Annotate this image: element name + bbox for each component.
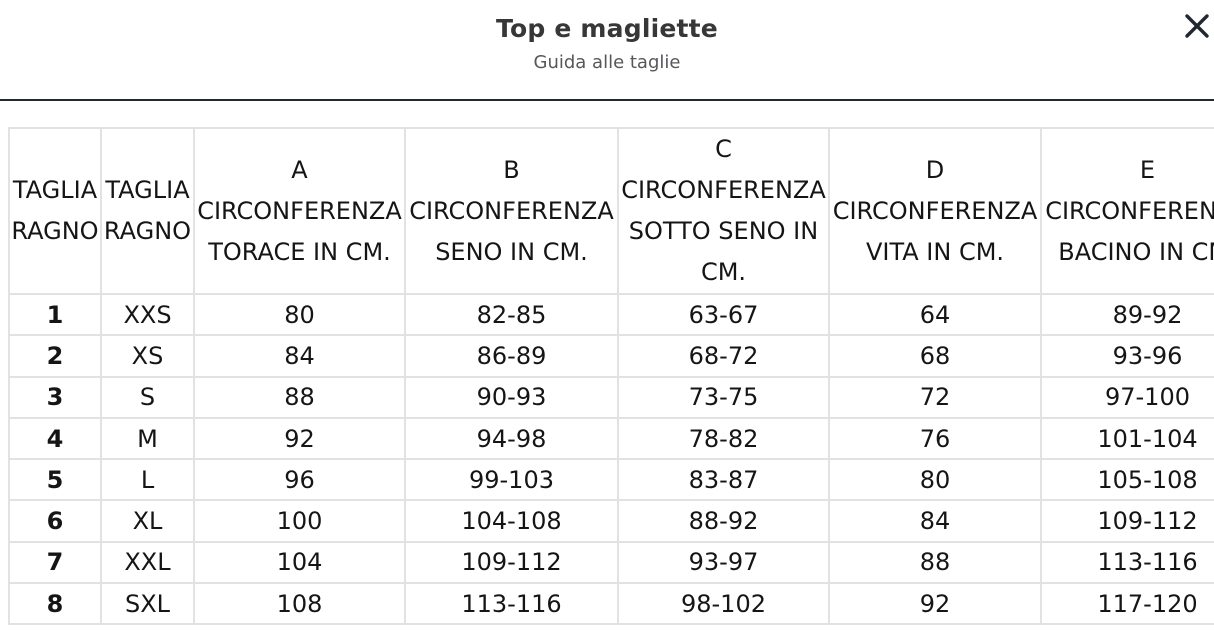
table-cell: 88-92 — [617, 499, 830, 543]
table-cell: 99-103 — [404, 458, 619, 502]
table-cell: 64 — [828, 292, 1042, 337]
modal-header: Top e magliette Guida alle taglie — [0, 0, 1214, 101]
table-cell: 80 — [828, 458, 1042, 502]
modal-title: Top e magliette — [496, 14, 718, 43]
table-row: 3 S 88 90-93 73-75 72 97-100 — [8, 375, 1214, 419]
table-cell: 73-75 — [617, 375, 830, 419]
table-cell: 105-108 — [1040, 458, 1214, 502]
table-cell: 72 — [828, 375, 1042, 419]
table-row: 7 XXL 104 109-112 93-97 88 113-116 — [8, 540, 1214, 585]
column-header-torace: A CIRCONFERENZA TORACE IN CM. — [193, 127, 406, 295]
table-cell: 108 — [193, 582, 406, 626]
modal-subtitle: Guida alle taglie — [533, 52, 681, 73]
table-cell: 113-116 — [1040, 540, 1214, 585]
column-header-taglia-ragno-2: TAGLIA RAGNO — [100, 127, 195, 295]
table-cell: 100 — [193, 499, 406, 543]
close-button[interactable] — [1180, 10, 1214, 44]
table-cell: 93-97 — [617, 540, 830, 585]
size-table-container: TAGLIA RAGNO TAGLIA RAGNO A CIRCONFERENZ… — [8, 127, 1214, 626]
column-header-taglia-ragno-1: TAGLIA RAGNO — [8, 127, 102, 295]
table-row: 6 XL 100 104-108 88-92 84 109-112 — [8, 499, 1214, 543]
table-cell: 84 — [828, 499, 1042, 543]
table-cell: M — [100, 416, 195, 461]
table-cell: 8 — [8, 582, 102, 626]
table-row: 5 L 96 99-103 83-87 80 105-108 — [8, 458, 1214, 502]
close-icon — [1185, 13, 1209, 38]
table-cell: 117-120 — [1040, 582, 1214, 626]
table-cell: 82-85 — [404, 292, 619, 337]
table-row: 2 XS 84 86-89 68-72 68 93-96 — [8, 334, 1214, 378]
table-cell: 104-108 — [404, 499, 619, 543]
table-cell: 88 — [193, 375, 406, 419]
table-cell: 98-102 — [617, 582, 830, 626]
table-cell: 113-116 — [404, 582, 619, 626]
table-cell: 92 — [828, 582, 1042, 626]
table-cell: 6 — [8, 499, 102, 543]
table-row: 4 M 92 94-98 78-82 76 101-104 — [8, 416, 1214, 461]
table-cell: 4 — [8, 416, 102, 461]
column-header-sotto-seno: C CIRCONFERENZA SOTTO SENO IN CM. — [617, 127, 830, 295]
table-cell: 101-104 — [1040, 416, 1214, 461]
table-cell: 68 — [828, 334, 1042, 378]
table-cell: 1 — [8, 292, 102, 337]
table-cell: 3 — [8, 375, 102, 419]
table-cell: SXL — [100, 582, 195, 626]
table-cell: 90-93 — [404, 375, 619, 419]
table-cell: 109-112 — [1040, 499, 1214, 543]
table-cell: XXL — [100, 540, 195, 585]
table-cell: 93-96 — [1040, 334, 1214, 378]
table-cell: 109-112 — [404, 540, 619, 585]
column-header-bacino: E CIRCONFERENZA BACINO IN CM. — [1040, 127, 1214, 295]
table-cell: 89-92 — [1040, 292, 1214, 337]
table-cell: 86-89 — [404, 334, 619, 378]
table-cell: XL — [100, 499, 195, 543]
table-cell: 76 — [828, 416, 1042, 461]
table-cell: 78-82 — [617, 416, 830, 461]
table-cell: XXS — [100, 292, 195, 337]
table-cell: L — [100, 458, 195, 502]
table-cell: 83-87 — [617, 458, 830, 502]
table-cell: 104 — [193, 540, 406, 585]
table-row: 1 XXS 80 82-85 63-67 64 89-92 — [8, 292, 1214, 337]
table-cell: XS — [100, 334, 195, 378]
header-row: TAGLIA RAGNO TAGLIA RAGNO A CIRCONFERENZ… — [8, 127, 1214, 295]
table-cell: 88 — [828, 540, 1042, 585]
table-cell: 92 — [193, 416, 406, 461]
table-cell: 80 — [193, 292, 406, 337]
table-cell: 96 — [193, 458, 406, 502]
table-cell: S — [100, 375, 195, 419]
table-cell: 5 — [8, 458, 102, 502]
column-header-vita: D CIRCONFERENZA VITA IN CM. — [828, 127, 1042, 295]
table-cell: 97-100 — [1040, 375, 1214, 419]
table-cell: 94-98 — [404, 416, 619, 461]
table-cell: 84 — [193, 334, 406, 378]
column-header-seno: B CIRCONFERENZA SENO IN CM. — [404, 127, 619, 295]
table-cell: 63-67 — [617, 292, 830, 337]
table-row: 8 SXL 108 113-116 98-102 92 117-120 — [8, 582, 1214, 626]
table-cell: 68-72 — [617, 334, 830, 378]
table-cell: 7 — [8, 540, 102, 585]
size-table: TAGLIA RAGNO TAGLIA RAGNO A CIRCONFERENZ… — [8, 127, 1214, 626]
table-cell: 2 — [8, 334, 102, 378]
